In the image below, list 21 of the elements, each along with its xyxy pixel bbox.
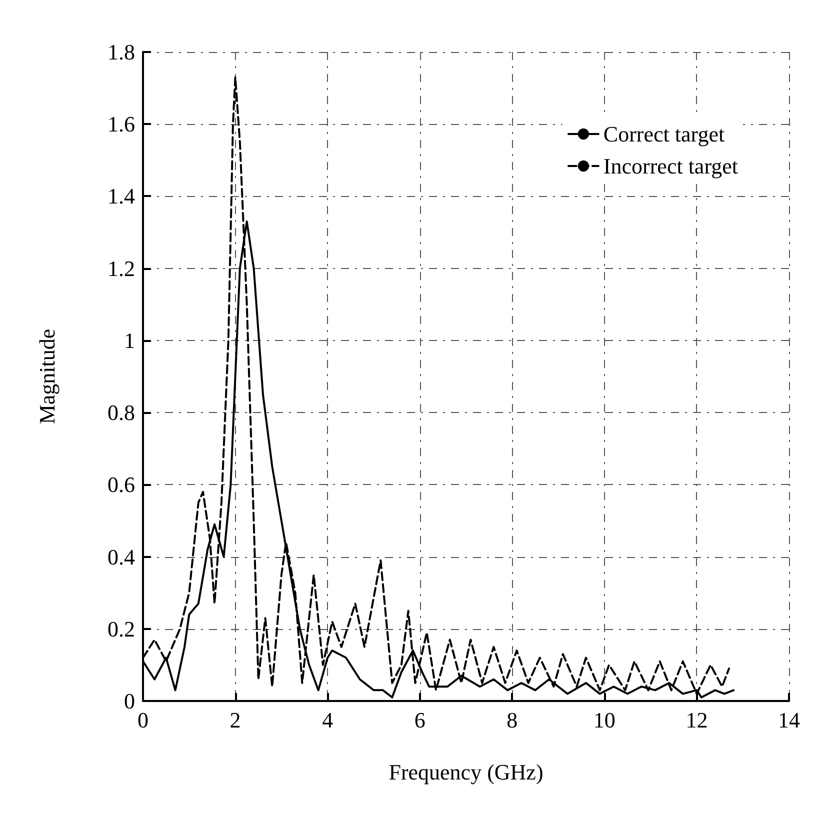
x-tick-label: 4 [322,708,334,732]
y-tick-label: 0.6 [108,472,135,498]
y-tick-label: 1.4 [108,184,135,209]
legend-label: Correct target [603,122,725,146]
y-tick-label: 1.6 [108,112,135,137]
y-tick-label: 0.2 [108,616,135,642]
x-tick-label: 8 [506,708,518,732]
y-tick-label: 0 [124,688,135,714]
legend-label: Incorrect target [603,154,738,178]
y-tick-label: 1.2 [108,256,135,281]
y-axis-title: Magnitude [34,328,60,424]
x-tick-label: 12 [686,708,708,732]
x-tick-label: 6 [414,708,426,732]
y-tick-label: 1 [124,328,135,353]
x-tick-label: 10 [593,708,616,732]
x-tick-label: 14 [778,708,800,732]
y-tick-label: 0.4 [108,544,135,570]
x-axis-title: Frequency (GHz) [388,760,544,784]
x-tick-label: 2 [230,708,241,732]
y-tick-label: 1.8 [108,40,135,64]
y-tick-label: 0.8 [108,400,135,426]
